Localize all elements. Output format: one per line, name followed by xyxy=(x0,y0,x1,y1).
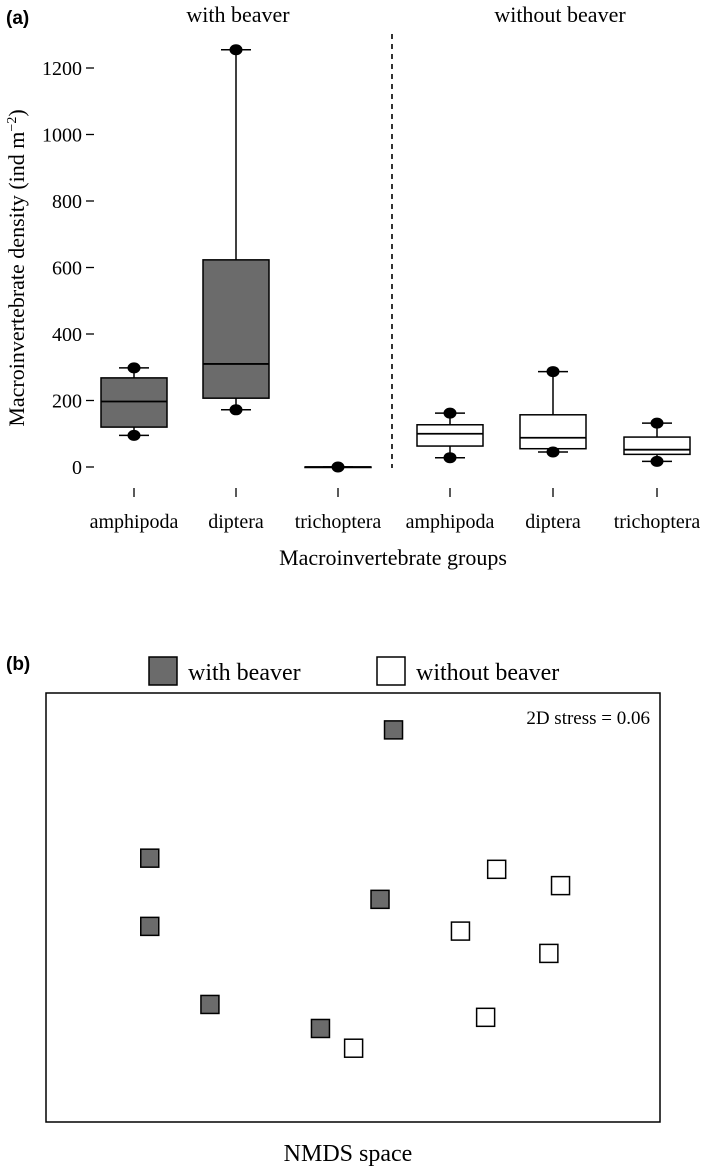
x-tick-label: diptera xyxy=(208,511,264,533)
point-without-beaver xyxy=(486,859,507,880)
legend-label-with-beaver: with beaver xyxy=(188,660,301,686)
x-axis-label: Macroinvertebrate groups xyxy=(279,545,507,570)
point-without-beaver xyxy=(475,1007,496,1028)
point-with-beaver xyxy=(310,1018,331,1039)
group-label-without-beaver: without beaver xyxy=(494,2,626,27)
point-without-beaver xyxy=(539,943,559,964)
min-point xyxy=(127,429,141,441)
min-point xyxy=(546,446,560,458)
y-tick-label: 1200 xyxy=(42,58,82,80)
y-axis-label: Macroinvertebrate density (ind m−2) xyxy=(4,109,29,426)
nmds-plot-frame xyxy=(45,692,661,1123)
y-tick-label: 600 xyxy=(52,258,82,280)
nmds-x-label: NMDS space xyxy=(284,1141,413,1167)
box-without-beaver-amphipoda xyxy=(416,407,484,464)
min-point xyxy=(650,455,664,467)
point-with-beaver xyxy=(383,720,404,740)
point-without-beaver xyxy=(450,921,471,941)
box-iqr xyxy=(202,259,270,399)
y-tick-label: 800 xyxy=(52,191,82,213)
stress-annotation: 2D stress = 0.06 xyxy=(526,708,650,729)
x-tick-label: amphipoda xyxy=(90,511,179,533)
box-with-beaver-amphipoda xyxy=(100,362,168,441)
box-plots xyxy=(100,44,691,473)
x-tick-label: amphipoda xyxy=(406,511,495,533)
legend: with beaver without beaver xyxy=(148,656,559,686)
point-with-beaver xyxy=(140,916,160,937)
x-tick-label: trichoptera xyxy=(614,511,701,533)
max-point xyxy=(127,362,141,374)
point-without-beaver xyxy=(343,1038,364,1058)
panel-a-label: (a) xyxy=(6,8,29,29)
box-iqr xyxy=(416,424,484,447)
point-with-beaver xyxy=(200,994,220,1015)
panel-b-label: (b) xyxy=(6,654,30,675)
max-point xyxy=(331,461,345,473)
min-point xyxy=(443,452,457,464)
box-iqr xyxy=(519,414,587,450)
box-with-beaver-trichoptera xyxy=(304,461,372,473)
nmds-points xyxy=(140,720,571,1058)
point-with-beaver xyxy=(370,889,390,910)
box-without-beaver-diptera xyxy=(519,366,587,458)
box-with-beaver-diptera xyxy=(202,44,270,416)
x-tick-label: diptera xyxy=(525,511,581,533)
max-point xyxy=(546,366,560,378)
y-axis: 0 200 400 600 800 1000 1200 xyxy=(42,58,94,479)
max-point xyxy=(229,44,243,56)
point-with-beaver xyxy=(140,848,160,868)
legend-swatch-without-beaver xyxy=(376,656,406,686)
box-iqr xyxy=(100,377,168,428)
max-point xyxy=(650,417,664,429)
legend-label-without-beaver: without beaver xyxy=(416,660,559,686)
point-without-beaver xyxy=(550,875,571,896)
x-tick-label: trichoptera xyxy=(295,511,382,533)
y-tick-label: 0 xyxy=(72,457,82,479)
y-tick-label: 200 xyxy=(52,391,82,413)
min-point xyxy=(229,404,243,416)
box-iqr xyxy=(623,436,691,456)
group-label-with-beaver: with beaver xyxy=(186,2,290,27)
legend-swatch-with-beaver xyxy=(148,656,178,686)
y-tick-label: 400 xyxy=(52,324,82,346)
box-without-beaver-trichoptera xyxy=(623,417,691,467)
max-point xyxy=(443,407,457,419)
x-axis: amphipoda diptera trichoptera amphipoda dipt… xyxy=(90,488,701,533)
y-tick-label: 1000 xyxy=(42,125,82,147)
